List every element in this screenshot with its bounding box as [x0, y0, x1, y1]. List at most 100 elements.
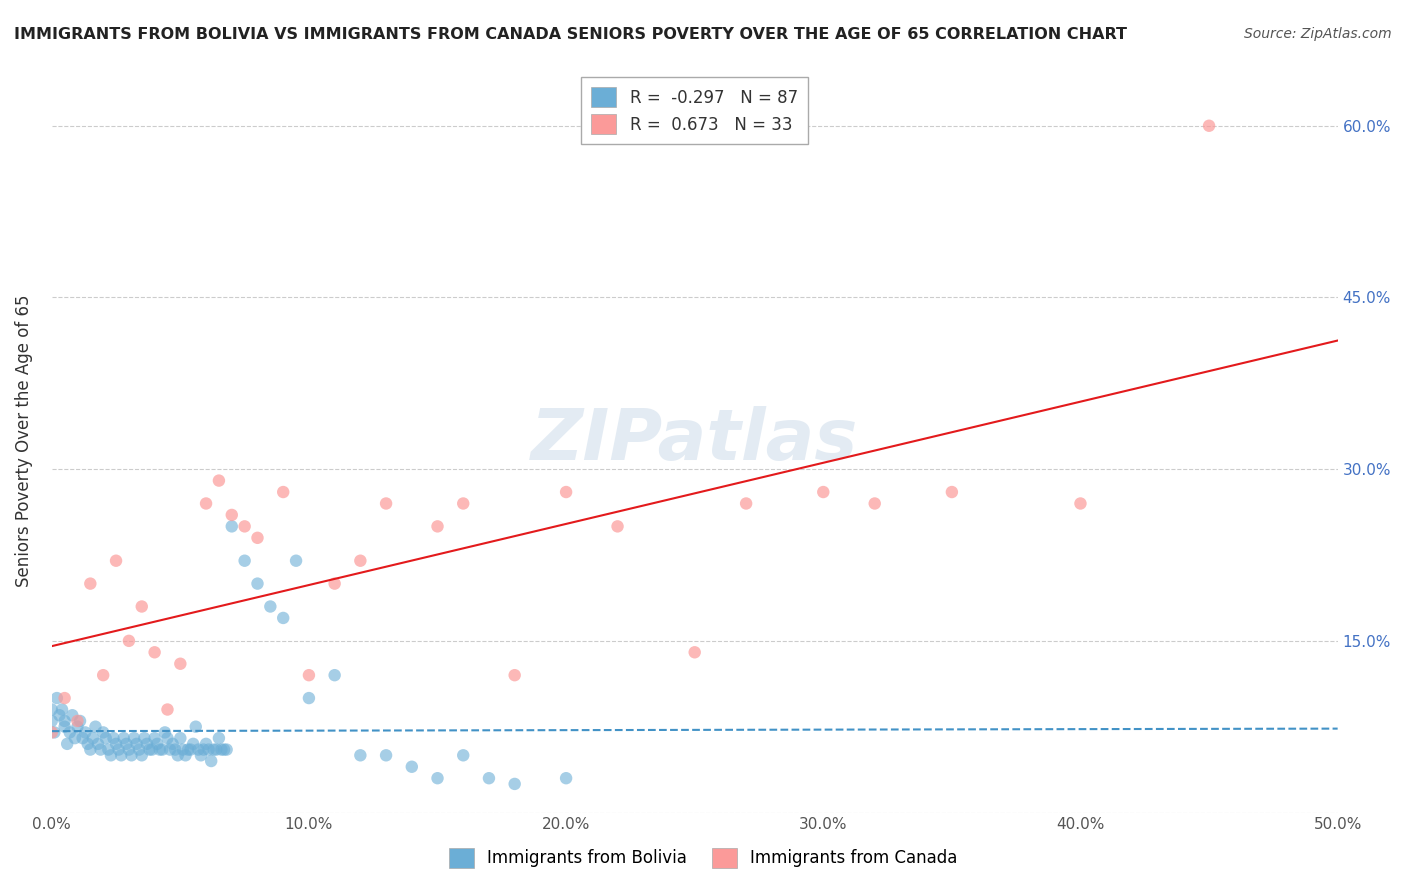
Point — [211, 742, 233, 756]
Text: IMMIGRANTS FROM BOLIVIA VS IMMIGRANTS FROM CANADA SENIORS POVERTY OVER THE AGE O: IMMIGRANTS FROM BOLIVIA VS IMMIGRANTS FR… — [14, 27, 1128, 42]
Point — [53, 720, 76, 734]
Point — [174, 748, 197, 763]
Point — [51, 702, 73, 716]
Point — [375, 496, 398, 510]
Point — [146, 737, 169, 751]
Point — [131, 748, 153, 763]
Point — [451, 748, 474, 763]
Point — [84, 720, 107, 734]
Point — [41, 714, 63, 728]
Point — [90, 742, 112, 756]
Point — [150, 742, 173, 756]
Point — [60, 708, 83, 723]
Point — [1069, 496, 1091, 510]
Point — [166, 748, 188, 763]
Point — [195, 737, 218, 751]
Point — [143, 731, 166, 746]
Point — [349, 748, 371, 763]
Point — [215, 742, 238, 756]
Y-axis label: Seniors Poverty Over the Age of 65: Seniors Poverty Over the Age of 65 — [15, 294, 32, 587]
Point — [208, 474, 231, 488]
Point — [165, 742, 187, 756]
Point — [121, 748, 143, 763]
Point — [41, 702, 63, 716]
Point — [503, 777, 526, 791]
Point — [181, 737, 204, 751]
Point — [478, 771, 501, 785]
Point — [100, 748, 122, 763]
Point — [200, 754, 222, 768]
Point — [606, 519, 628, 533]
Point — [863, 496, 886, 510]
Point — [103, 731, 125, 746]
Text: Source: ZipAtlas.com: Source: ZipAtlas.com — [1244, 27, 1392, 41]
Point — [79, 742, 101, 756]
Point — [813, 485, 835, 500]
Point — [72, 731, 94, 746]
Point — [105, 554, 128, 568]
Point — [205, 742, 228, 756]
Point — [115, 737, 138, 751]
Point — [162, 737, 184, 751]
Point — [401, 760, 423, 774]
Point — [172, 742, 194, 756]
Point — [233, 519, 256, 533]
Point — [298, 668, 321, 682]
Point — [503, 668, 526, 682]
Text: ZIPatlas: ZIPatlas — [531, 406, 859, 475]
Point — [187, 742, 209, 756]
Point — [177, 742, 200, 756]
Point — [82, 731, 104, 746]
Point — [128, 742, 150, 756]
Point — [44, 725, 66, 739]
Point — [97, 742, 120, 756]
Point — [134, 731, 156, 746]
Point — [149, 742, 172, 756]
Point — [212, 742, 235, 756]
Point — [118, 742, 141, 756]
Point — [79, 576, 101, 591]
Point — [233, 554, 256, 568]
Point — [143, 645, 166, 659]
Point — [195, 496, 218, 510]
Point — [66, 720, 89, 734]
Point — [451, 496, 474, 510]
Point — [221, 508, 243, 522]
Point — [91, 725, 114, 739]
Point — [107, 742, 129, 756]
Point — [87, 737, 110, 751]
Point — [555, 771, 578, 785]
Point — [349, 554, 371, 568]
Point — [110, 748, 132, 763]
Point — [125, 737, 148, 751]
Point — [91, 668, 114, 682]
Point — [271, 485, 294, 500]
Point — [153, 725, 176, 739]
Point — [1198, 119, 1220, 133]
Point — [48, 708, 70, 723]
Point — [118, 633, 141, 648]
Point — [66, 714, 89, 728]
Point — [112, 731, 135, 746]
Point — [105, 737, 128, 751]
Point — [375, 748, 398, 763]
Point — [41, 725, 63, 739]
Point — [193, 742, 215, 756]
Point — [190, 748, 212, 763]
Point — [555, 485, 578, 500]
Point — [298, 691, 321, 706]
Point — [45, 691, 67, 706]
Point — [246, 576, 269, 591]
Point — [138, 742, 160, 756]
Point — [63, 731, 86, 746]
Legend: Immigrants from Bolivia, Immigrants from Canada: Immigrants from Bolivia, Immigrants from… — [441, 841, 965, 875]
Point — [69, 714, 91, 728]
Point — [156, 702, 179, 716]
Point — [202, 742, 225, 756]
Point — [76, 737, 98, 751]
Point — [683, 645, 706, 659]
Point — [53, 691, 76, 706]
Point — [141, 742, 163, 756]
Point — [56, 737, 79, 751]
Point — [259, 599, 281, 614]
